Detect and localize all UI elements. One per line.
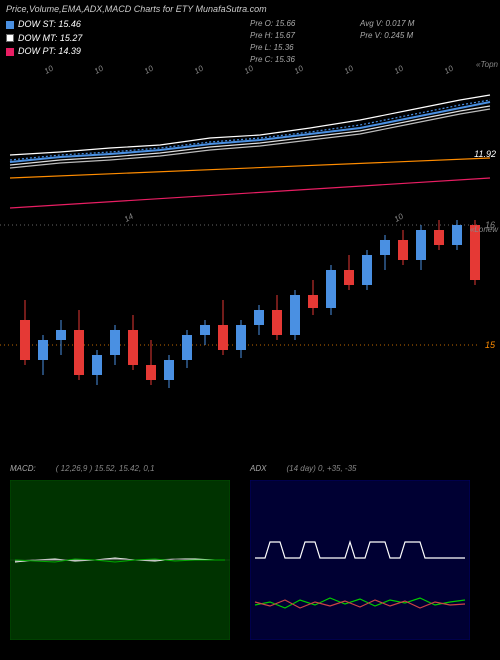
legend: DOW ST: 15.46 DOW MT: 15.27 DOW PT: 14.3… <box>6 18 82 59</box>
pre-o: Pre O: 15.66 <box>250 18 295 30</box>
svg-text:10: 10 <box>143 63 156 76</box>
pre-l: Pre L: 15.36 <box>250 42 295 54</box>
svg-text:10: 10 <box>343 63 356 76</box>
top-right-label: «Topn <box>476 60 498 69</box>
price-marker: 11.92 <box>474 149 496 159</box>
svg-text:15: 15 <box>485 340 496 350</box>
candlestick-chart: 16151410 «Lonew <box>0 190 500 390</box>
svg-text:10: 10 <box>43 63 56 76</box>
macd-title: MACD:( 12,26,9 ) 15.52, 15.42, 0,1 <box>10 464 155 473</box>
svg-text:10: 10 <box>293 63 306 76</box>
macd-panel: MACD:( 12,26,9 ) 15.52, 15.42, 0,1 <box>10 480 230 640</box>
swatch-pt <box>6 48 14 56</box>
adx-title: ADX(14 day) 0, +35, -35 <box>250 464 357 473</box>
legend-mt-label: DOW MT: 15.27 <box>18 32 82 46</box>
pre-v: Pre V: 0.245 M <box>360 30 414 42</box>
svg-text:14: 14 <box>123 211 136 224</box>
swatch-st <box>6 21 14 29</box>
info-col1: Pre O: 15.66 Pre H: 15.67 Pre L: 15.36 P… <box>250 18 295 66</box>
legend-st-label: DOW ST: 15.46 <box>18 18 81 32</box>
legend-dow-st: DOW ST: 15.46 <box>6 18 82 32</box>
legend-pt-label: DOW PT: 14.39 <box>18 45 81 59</box>
svg-text:10: 10 <box>393 63 406 76</box>
adx-panel: ADX(14 day) 0, +35, -35 <box>250 480 470 640</box>
svg-text:10: 10 <box>393 211 406 224</box>
legend-dow-pt: DOW PT: 14.39 <box>6 45 82 59</box>
svg-text:10: 10 <box>443 63 456 76</box>
svg-text:10: 10 <box>243 63 256 76</box>
info-col2: Avg V: 0.017 M Pre V: 0.245 M <box>360 18 414 42</box>
chart-title: Price,Volume,EMA,ADX,MACD Charts for ETY… <box>0 0 500 18</box>
pre-h: Pre H: 15.67 <box>250 30 295 42</box>
svg-text:10: 10 <box>193 63 206 76</box>
indicator-row: MACD:( 12,26,9 ) 15.52, 15.42, 0,1 ADX(1… <box>0 480 500 640</box>
main-right-label: «Lonew <box>470 225 498 234</box>
ema-chart: 10 10 10 10 10 10 10 10 10 «Topn 11.92 <box>0 60 500 180</box>
svg-text:10: 10 <box>93 63 106 76</box>
avg-v: Avg V: 0.017 M <box>360 18 414 30</box>
legend-dow-mt: DOW MT: 15.27 <box>6 32 82 46</box>
swatch-mt <box>6 34 14 42</box>
